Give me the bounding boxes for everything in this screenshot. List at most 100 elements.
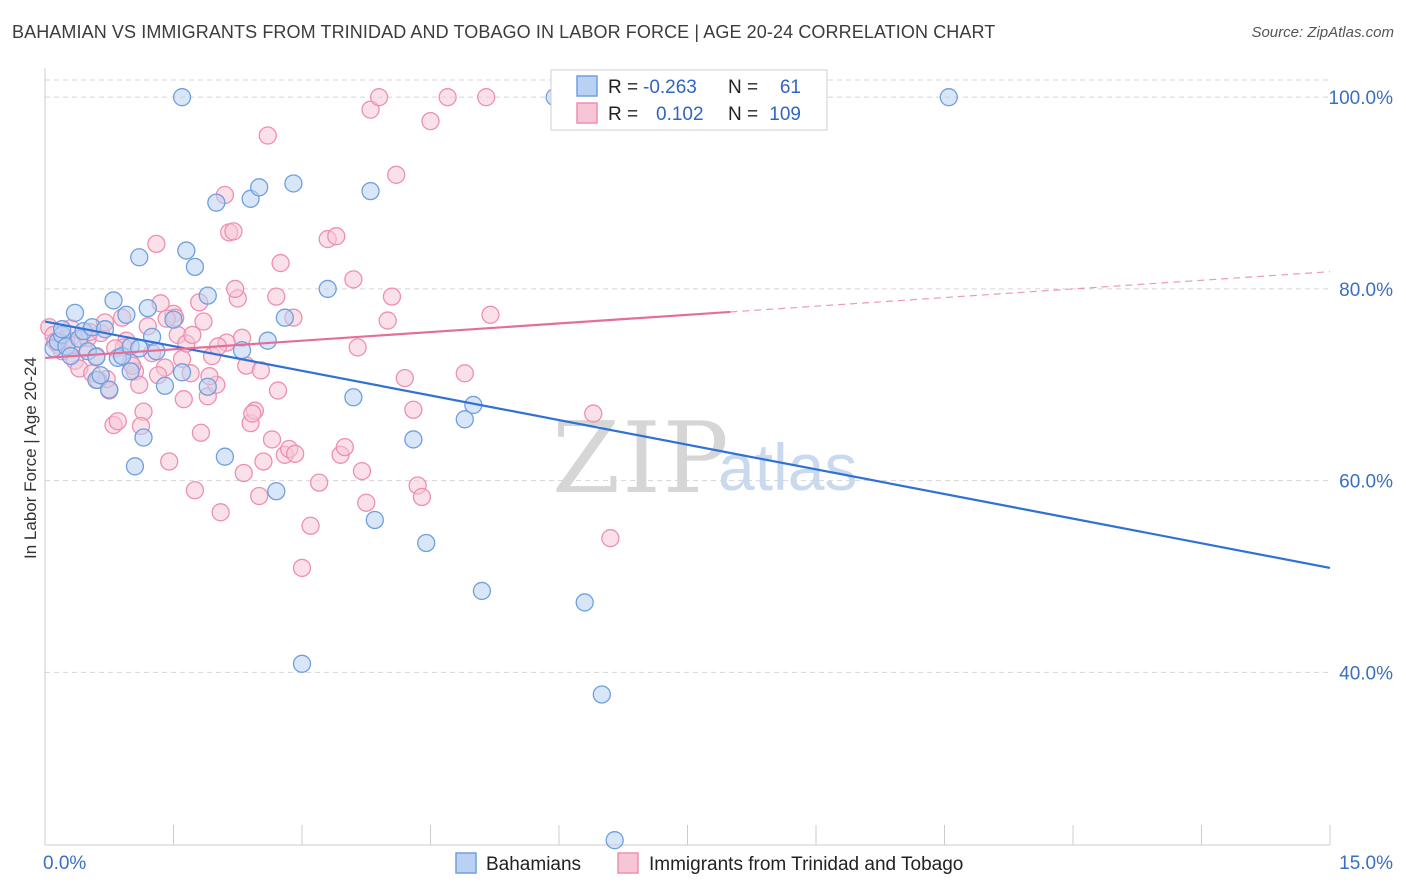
blue-point-49 (472, 581, 492, 601)
pink-point-82 (584, 404, 603, 423)
pink-point-72 (382, 287, 402, 306)
pink-point-102 (191, 423, 211, 442)
y-axis-label: In Labor Force | Age 20-24 (21, 357, 40, 559)
trend-lines (44, 271, 1331, 570)
blue-point-51 (592, 685, 611, 704)
blue-point-20 (130, 248, 149, 267)
pink-point-65 (344, 270, 363, 289)
pink-point-25 (147, 234, 166, 254)
watermark-atlas: atlas (718, 430, 857, 504)
pink-point-50 (254, 452, 273, 471)
source-credit: Source: ZipAtlas.com (1251, 24, 1394, 41)
pink-point-60 (309, 473, 329, 492)
y-tick-labels: 40.0% 60.0% 80.0% 100.0% (1329, 88, 1394, 684)
blue-point-53 (939, 88, 958, 107)
pink-point-93 (183, 325, 202, 345)
pink-point-43 (224, 222, 243, 241)
blue-point-46 (417, 533, 436, 553)
pink-point-49 (250, 486, 269, 506)
pink-point-105 (243, 404, 262, 423)
blue-point-44 (365, 510, 384, 530)
pink-point-62 (327, 227, 346, 246)
pink-point-59 (301, 516, 320, 535)
legend-bottom-label-pink: Immigrants from Trinidad and Tobago (649, 854, 963, 875)
trend-line-pink-solid (44, 310, 731, 360)
blue-point-13 (100, 380, 119, 399)
x-tick-label-1: 15.0% (1339, 853, 1393, 874)
y-tick-label-0: 40.0% (1339, 663, 1393, 684)
pink-point-68 (357, 493, 376, 512)
series-pink-points (40, 88, 620, 578)
pink-point-16 (108, 412, 127, 431)
blue-point-29 (185, 257, 205, 277)
pink-point-64 (335, 437, 354, 457)
blue-point-30 (198, 286, 217, 305)
grid-lines (45, 79, 1330, 673)
legend-n-value-blue: 61 (780, 77, 801, 98)
blue-point-39 (284, 174, 303, 193)
y-tick-label-1: 60.0% (1339, 472, 1393, 493)
legend-bottom-label-blue: Bahamians (486, 854, 581, 875)
pink-point-101 (174, 390, 193, 409)
legend-r-value-pink: 0.102 (656, 104, 704, 125)
blue-point-37 (267, 482, 286, 501)
legend-r-label-blue: R = (608, 77, 638, 98)
trend-line-pink-dashed (730, 271, 1331, 313)
pink-point-53 (267, 287, 286, 306)
watermark-zip: ZIP (552, 402, 731, 516)
pink-point-80 (455, 364, 474, 383)
pink-point-34 (185, 481, 205, 500)
blue-point-58 (121, 362, 140, 381)
blue-point-19 (125, 457, 145, 476)
pink-point-69 (361, 100, 380, 119)
legend-stats: R = -0.263 N = 61 R = 0.102 N = 109 (550, 69, 828, 131)
trend-line-blue (44, 320, 1331, 570)
y-tick-label-3: 100.0% (1329, 88, 1394, 109)
blue-point-17 (117, 305, 136, 324)
blue-point-22 (138, 298, 157, 318)
blue-point-32 (215, 447, 235, 466)
pink-point-104 (226, 279, 245, 299)
legend-bottom-swatch-pink (617, 852, 639, 874)
pink-point-78 (421, 111, 440, 131)
pink-point-28 (160, 452, 179, 471)
blue-point-40 (292, 654, 312, 673)
blue-point-60 (130, 339, 149, 358)
pink-point-52 (262, 430, 282, 449)
pink-point-71 (378, 311, 397, 330)
pink-point-75 (404, 400, 423, 419)
pink-point-98 (268, 381, 288, 400)
legend-r-label-pink: R = (608, 104, 638, 125)
blue-point-43 (361, 181, 380, 201)
blue-point-25 (155, 376, 175, 395)
pink-point-83 (601, 529, 620, 548)
blue-point-5 (65, 303, 85, 323)
blue-point-50 (575, 593, 594, 612)
pink-point-70 (369, 88, 389, 107)
pink-point-40 (211, 503, 230, 522)
blue-point-31 (207, 193, 226, 212)
legend-n-value-pink: 109 (769, 104, 801, 125)
blue-point-26 (164, 310, 183, 329)
pink-point-79 (438, 88, 457, 107)
legend-r-value-blue: -0.263 (643, 77, 697, 98)
pink-point-21 (130, 375, 149, 394)
blue-point-35 (250, 178, 269, 197)
x-tick-labels: 0.0% 15.0% (43, 853, 1393, 874)
blue-point-21 (134, 428, 153, 447)
y-tick-label-2: 80.0% (1339, 280, 1393, 301)
blue-point-45 (404, 430, 423, 449)
blue-point-59 (198, 377, 217, 396)
legend-series: Bahamians Immigrants from Trinidad and T… (455, 852, 963, 875)
pink-point-66 (348, 338, 367, 357)
pink-point-81 (481, 305, 500, 324)
pink-point-77 (412, 487, 432, 507)
axes (44, 68, 1331, 846)
blue-point-54 (172, 88, 192, 107)
chart-title: BAHAMIAN VS IMMIGRANTS FROM TRINIDAD AND… (12, 22, 996, 42)
blue-point-14 (104, 291, 123, 310)
legend-bottom-swatch-blue (455, 852, 477, 874)
x-tick-label-0: 0.0% (43, 853, 86, 874)
blue-point-41 (318, 279, 337, 299)
